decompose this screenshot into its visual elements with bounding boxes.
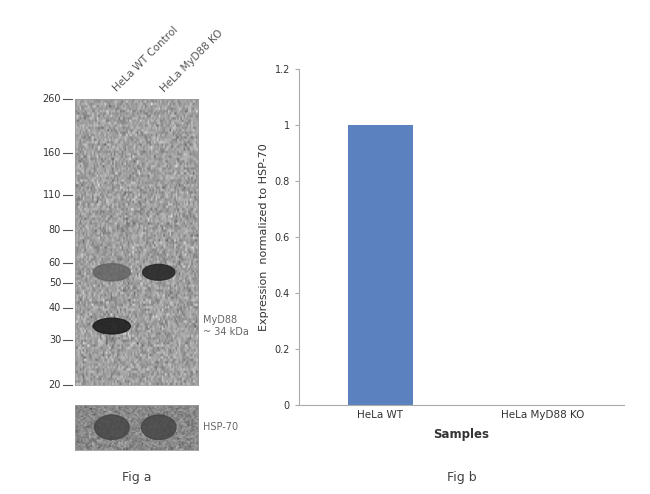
Y-axis label: Expression  normalized to HSP-70: Expression normalized to HSP-70 <box>259 143 269 331</box>
Text: 20: 20 <box>49 380 61 390</box>
Text: MyD88
~ 34 kDa: MyD88 ~ 34 kDa <box>203 315 250 337</box>
Ellipse shape <box>94 257 129 264</box>
Text: 60: 60 <box>49 257 61 268</box>
Text: Fig b: Fig b <box>447 471 476 484</box>
Text: 50: 50 <box>49 278 61 288</box>
Text: 110: 110 <box>43 190 61 200</box>
Text: 80: 80 <box>49 225 61 236</box>
Text: HSP-70: HSP-70 <box>203 422 239 432</box>
Ellipse shape <box>94 248 129 256</box>
Text: 260: 260 <box>43 94 61 104</box>
Text: 160: 160 <box>43 148 61 158</box>
X-axis label: Samples: Samples <box>434 428 489 441</box>
Text: Fig a: Fig a <box>122 471 151 484</box>
Ellipse shape <box>142 415 176 440</box>
Ellipse shape <box>94 318 130 334</box>
Ellipse shape <box>94 415 129 440</box>
Bar <box>348 125 413 405</box>
Text: HeLa MyD88 KO: HeLa MyD88 KO <box>159 28 225 94</box>
Text: 30: 30 <box>49 335 61 345</box>
Ellipse shape <box>143 264 175 280</box>
Ellipse shape <box>94 264 130 281</box>
Text: 40: 40 <box>49 303 61 313</box>
Text: HeLa WT Control: HeLa WT Control <box>112 25 181 94</box>
